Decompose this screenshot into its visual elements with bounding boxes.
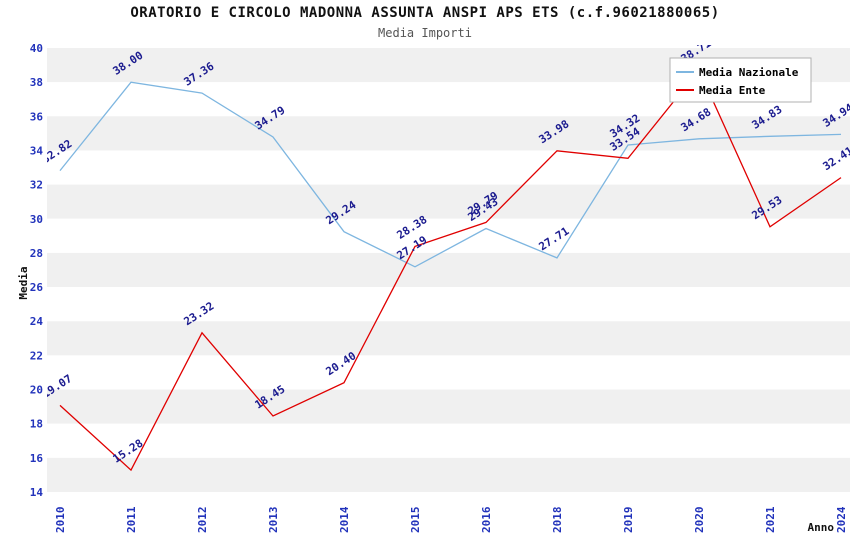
x-tick-label: 2010 [54,507,67,534]
x-tick-label: 2018 [551,507,564,534]
y-tick-label: 20 [30,384,43,397]
x-tick-label: 2013 [267,507,280,534]
x-tick-label: 2011 [125,506,138,533]
y-tick-label: 26 [30,281,44,294]
x-tick-label: 2015 [409,507,422,534]
legend-box [669,57,812,103]
chart-subtitle: Media Importi [378,26,472,40]
y-tick-label: 28 [30,247,43,260]
x-tick-label: 2020 [693,507,706,534]
y-tick-label: 14 [30,486,44,499]
y-tick-label: 24 [30,315,44,328]
y-tick-label: 40 [30,42,43,55]
x-tick-label: 2024 [835,506,848,533]
y-axis-ticks: 14 16 18 20 22 24 26 28 30 32 34 36 38 40 [30,42,44,499]
legend-label: Media Ente [699,84,766,97]
y-tick-label: 34 [30,144,44,157]
x-axis-ticks: 2010 2011 2012 2013 2014 2015 2016 2018 2019 2020… [54,506,848,533]
x-tick-label: 2021 [764,506,777,533]
y-tick-label: 36 [30,110,44,123]
y-tick-label: 38 [30,76,43,89]
y-tick-label: 18 [30,418,43,431]
plot-bands [47,48,850,492]
y-tick-label: 22 [30,349,43,362]
y-tick-label: 30 [30,213,43,226]
legend: Media Nazionale Media Ente [669,57,812,103]
x-tick-label: 2016 [480,506,493,533]
y-axis-label: Media [17,266,30,299]
x-tick-label: 2019 [622,507,635,534]
chart-title: ORATORIO E CIRCOLO MADONNA ASSUNTA ANSPI… [130,5,720,21]
x-tick-label: 2014 [338,506,351,533]
legend-label: Media Nazionale [699,66,799,79]
x-tick-label: 2012 [196,507,209,534]
series-line-media-nazionale [59,81,842,268]
y-tick-label: 16 [30,452,44,465]
y-tick-label: 32 [30,179,43,192]
x-axis-label: Anno [808,521,835,534]
